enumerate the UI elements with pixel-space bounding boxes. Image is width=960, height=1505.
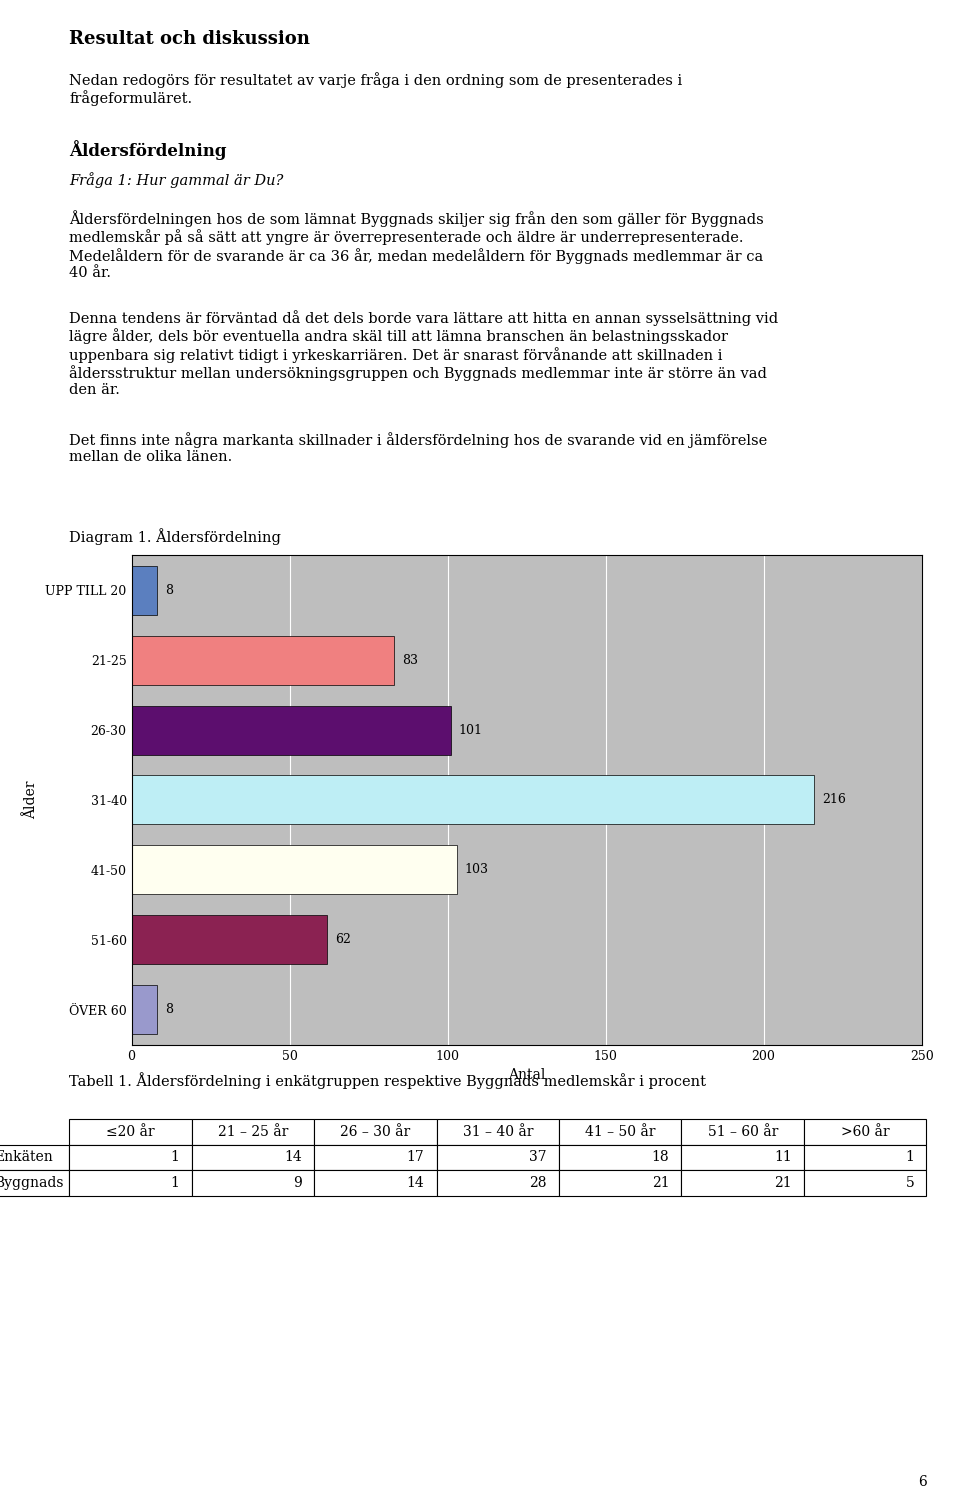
Text: 6: 6 [918,1475,926,1488]
Text: 62: 62 [335,933,351,947]
Text: Diagram 1. Åldersfördelning: Diagram 1. Åldersfördelning [69,528,281,545]
Text: 83: 83 [401,653,418,667]
Bar [132,846,457,894]
Text: Det finns inte några markanta skillnader i åldersfördelning hos de svarande vid : Det finns inte några markanta skillnader… [69,432,767,464]
Text: Tabell 1. Åldersfördelning i enkätgruppen respektive Byggnads medlemskår i proce: Tabell 1. Åldersfördelning i enkätgruppe… [69,1072,707,1090]
Text: 103: 103 [465,864,489,876]
Bar [132,915,327,965]
Text: 8: 8 [165,1004,173,1016]
Y-axis label: Ålder: Ålder [24,781,38,819]
Text: 8: 8 [165,584,173,596]
X-axis label: Antal: Antal [508,1069,545,1082]
Bar [132,706,450,754]
Text: Nedan redogörs för resultatet av varje fråga i den ordning som de presenterades : Nedan redogörs för resultatet av varje f… [69,72,683,107]
Text: Åldersfördelning: Åldersfördelning [69,140,227,160]
Text: Åldersfördelningen hos de som lämnat Byggnads skiljer sig från den som gäller fö: Åldersfördelningen hos de som lämnat Byg… [69,211,764,280]
Bar [132,566,156,614]
Text: 101: 101 [459,724,483,736]
Text: Resultat och diskussion: Resultat och diskussion [69,30,310,48]
Text: Fråga 1: Hur gammal är Du?: Fråga 1: Hur gammal är Du? [69,172,283,188]
Bar [132,775,814,825]
Bar [132,986,156,1034]
Text: 216: 216 [822,793,846,807]
Text: Denna tendens är förväntad då det dels borde vara lättare att hitta en annan sys: Denna tendens är förväntad då det dels b… [69,310,779,397]
Bar [132,635,394,685]
